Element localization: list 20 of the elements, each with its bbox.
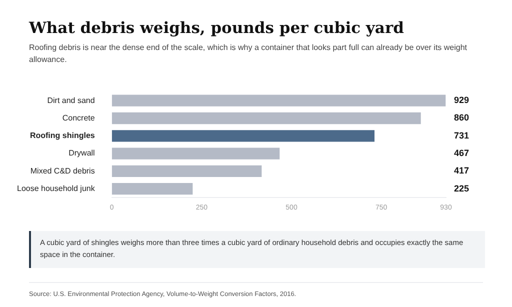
- y-tick-label: Drywall: [68, 148, 96, 158]
- bar: [112, 112, 421, 124]
- data-label: 225: [454, 183, 470, 194]
- y-tick-label: Loose household junk: [16, 184, 96, 193]
- data-label: 731: [454, 130, 470, 140]
- data-label: 860: [454, 112, 470, 123]
- bar: [112, 182, 193, 195]
- data-label: 417: [454, 166, 470, 176]
- data-label: 467: [454, 148, 470, 158]
- chart-subtitle: Roofing debris is near the dense end of the scale, which is why a container that looks part full can already be over its weight allowance.: [29, 42, 468, 66]
- y-tick-label: Concrete: [62, 113, 96, 122]
- y-tick-label: Mixed C&D debris: [30, 166, 95, 176]
- bar: [112, 94, 446, 106]
- chart-title: What debris weighs, pounds per cubic yard: [29, 18, 404, 37]
- bar: [112, 148, 280, 160]
- bar: [112, 130, 374, 142]
- y-tick-label: Dirt and sand: [47, 96, 95, 105]
- y-tick-label: Roofing shingles: [30, 131, 96, 140]
- data-label: 929: [454, 95, 470, 106]
- bar: [112, 165, 262, 177]
